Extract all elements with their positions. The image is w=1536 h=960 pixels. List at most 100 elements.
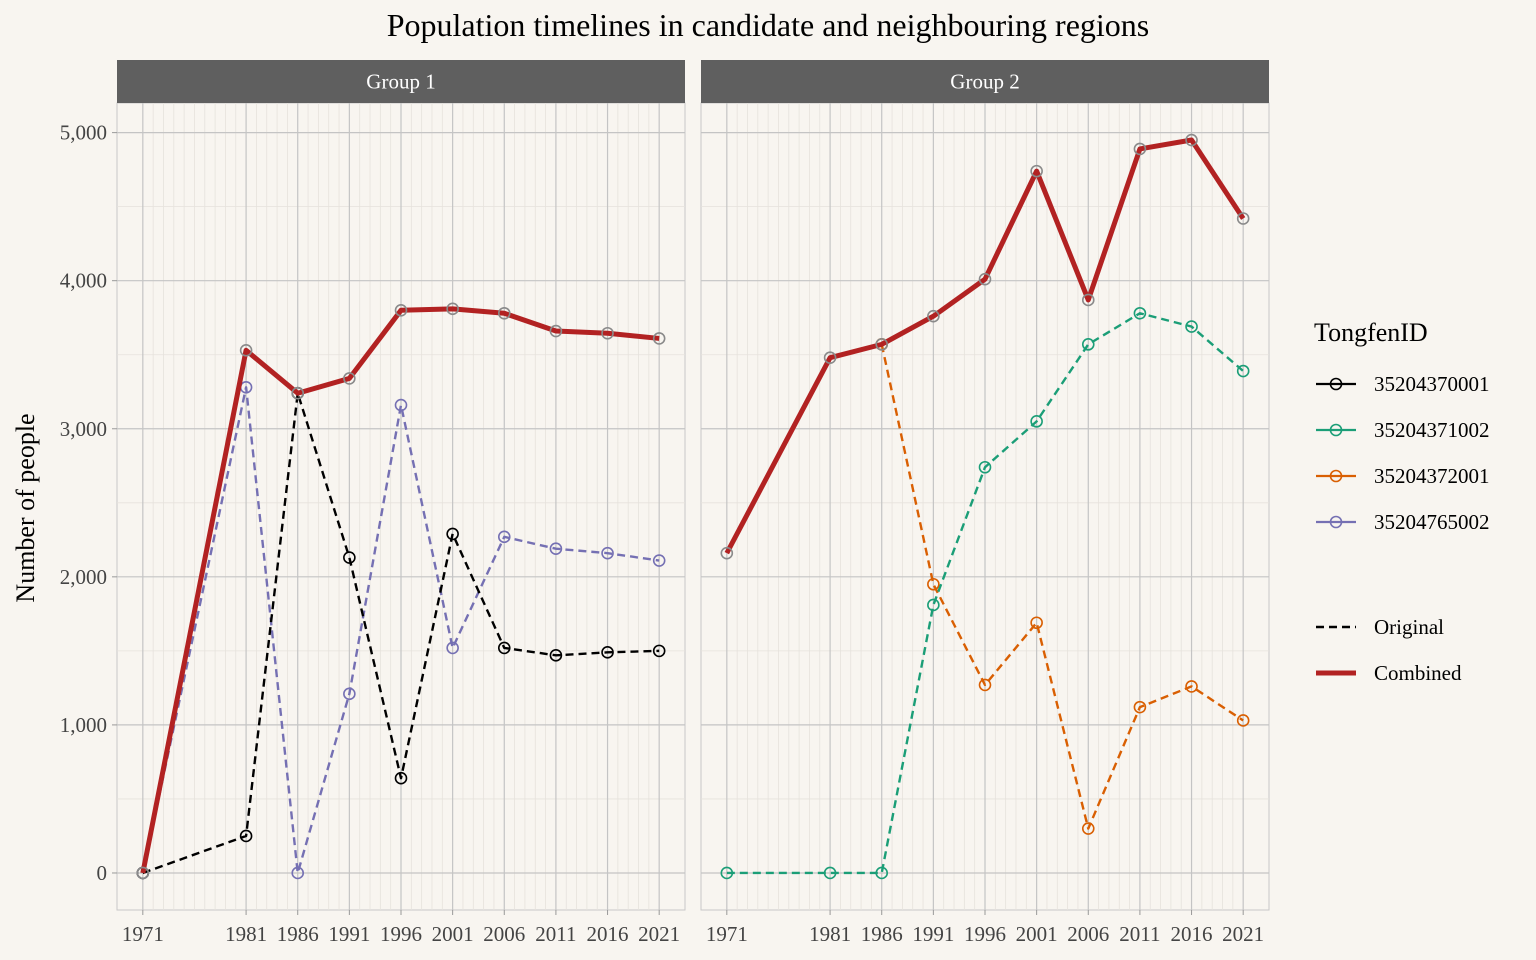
- data-point: [1133, 306, 1147, 320]
- series-line: [142, 392, 660, 875]
- data-point: [291, 386, 305, 400]
- x-tick-label: 2011: [535, 922, 576, 946]
- y-tick-label: 1,000: [60, 713, 107, 737]
- data-point: [652, 644, 666, 658]
- legend-key-point: [1329, 469, 1343, 483]
- data-point: [239, 829, 253, 843]
- facet-panel-1: Group 1 1971 1981 1986 1991 1996 2001 2006 2011 2…: [60, 60, 686, 946]
- legend-item: 35204370001: [1316, 372, 1490, 396]
- facet-strip: [117, 60, 685, 103]
- y-tick-label: 5,000: [60, 121, 107, 145]
- series-line: [140, 306, 660, 874]
- x-tick-label: 2001: [1016, 922, 1058, 946]
- data-point: [394, 398, 408, 412]
- legend-item: 35204765002: [1316, 510, 1490, 534]
- data-point: [927, 598, 940, 612]
- x-tick-label: 1981: [809, 922, 851, 946]
- legend: TongfenID 35204370001 35204371002 35204372…: [1314, 318, 1490, 685]
- legend-title: TongfenID: [1314, 318, 1428, 347]
- legend-label: 35204372001: [1374, 464, 1490, 488]
- x-tick-label: 1991: [328, 922, 370, 946]
- facet-strip-label: Group 1: [366, 70, 435, 94]
- legend-label: Combined: [1374, 661, 1462, 685]
- legend-item: Combined: [1316, 661, 1462, 685]
- y-tick-label: 4,000: [60, 269, 107, 293]
- legend-label: 35204370001: [1374, 372, 1490, 396]
- facet-panels: Group 1 1971 1981 1986 1991 1996 2001 2006 2011 2…: [60, 60, 1270, 946]
- chart-title: Population timelines in candidate and ne…: [387, 7, 1150, 43]
- legend-key-point: [1329, 515, 1343, 529]
- legend-item: Original: [1316, 615, 1444, 639]
- data-point: [823, 351, 837, 364]
- series-line: [726, 312, 1244, 875]
- x-tick-label: 1971: [122, 922, 164, 946]
- legend-label: Original: [1374, 615, 1444, 639]
- data-point: [1030, 616, 1043, 630]
- data-point: [978, 460, 992, 474]
- x-tick-label: 2006: [1067, 922, 1109, 946]
- data-point: [601, 546, 614, 560]
- facet-strip-label: Group 2: [950, 70, 1019, 94]
- series-line: [724, 137, 1246, 555]
- data-point: [720, 546, 734, 560]
- data-point: [978, 272, 992, 286]
- data-point: [394, 304, 408, 317]
- data-point: [1185, 133, 1198, 147]
- data-point: [1185, 680, 1198, 693]
- x-tick-label: 2011: [1119, 922, 1160, 946]
- facet-strip: [701, 60, 1269, 103]
- x-tick-label: 1991: [912, 922, 954, 946]
- x-tick-label: 2016: [587, 922, 629, 946]
- data-point: [1236, 364, 1250, 378]
- data-point: [343, 372, 356, 385]
- data-point: [652, 332, 666, 345]
- data-point: [1030, 164, 1043, 178]
- data-point: [1185, 320, 1198, 333]
- series-line: [880, 344, 1244, 830]
- legend-item: 35204371002: [1316, 418, 1490, 442]
- legend-label: 35204371002: [1374, 418, 1490, 442]
- data-point: [823, 866, 837, 880]
- legend-key-point: [1329, 377, 1343, 391]
- data-point: [549, 324, 563, 338]
- x-tick-label: 1971: [706, 922, 748, 946]
- data-point: [343, 551, 356, 564]
- series-line: [141, 386, 660, 875]
- x-tick-label: 2021: [1222, 922, 1264, 946]
- legend-item: 35204372001: [1316, 464, 1490, 488]
- data-point: [549, 542, 563, 556]
- data-point: [1030, 415, 1043, 428]
- data-point: [1236, 212, 1250, 225]
- data-point: [978, 678, 992, 692]
- x-tick-label: 2001: [432, 922, 474, 946]
- data-point: [652, 554, 666, 567]
- x-tick-label: 1996: [964, 922, 1006, 946]
- x-tick-label: 1986: [277, 922, 319, 946]
- data-point: [1133, 700, 1147, 714]
- x-tick-label: 2016: [1171, 922, 1213, 946]
- data-point: [497, 530, 511, 544]
- data-point: [927, 309, 940, 323]
- data-point: [875, 866, 889, 880]
- y-tick-label: 2,000: [60, 565, 107, 589]
- x-tick-label: 2021: [638, 922, 680, 946]
- series-35204372001: [875, 338, 1250, 835]
- legend-key-point: [1329, 423, 1343, 437]
- y-tick-label: 0: [97, 861, 108, 885]
- data-point: [497, 641, 511, 655]
- x-tick-label: 1981: [225, 922, 267, 946]
- data-point: [343, 687, 356, 701]
- data-point: [446, 302, 459, 316]
- x-tick-label: 1986: [861, 922, 903, 946]
- data-point: [497, 306, 511, 320]
- data-point: [446, 641, 459, 655]
- data-point: [446, 527, 459, 541]
- data-point: [1133, 142, 1147, 156]
- legend-label: 35204765002: [1374, 510, 1490, 534]
- y-tick-label: 3,000: [60, 417, 107, 441]
- data-point: [601, 326, 614, 340]
- data-point: [601, 646, 614, 659]
- data-point: [720, 866, 734, 880]
- data-point: [291, 866, 305, 880]
